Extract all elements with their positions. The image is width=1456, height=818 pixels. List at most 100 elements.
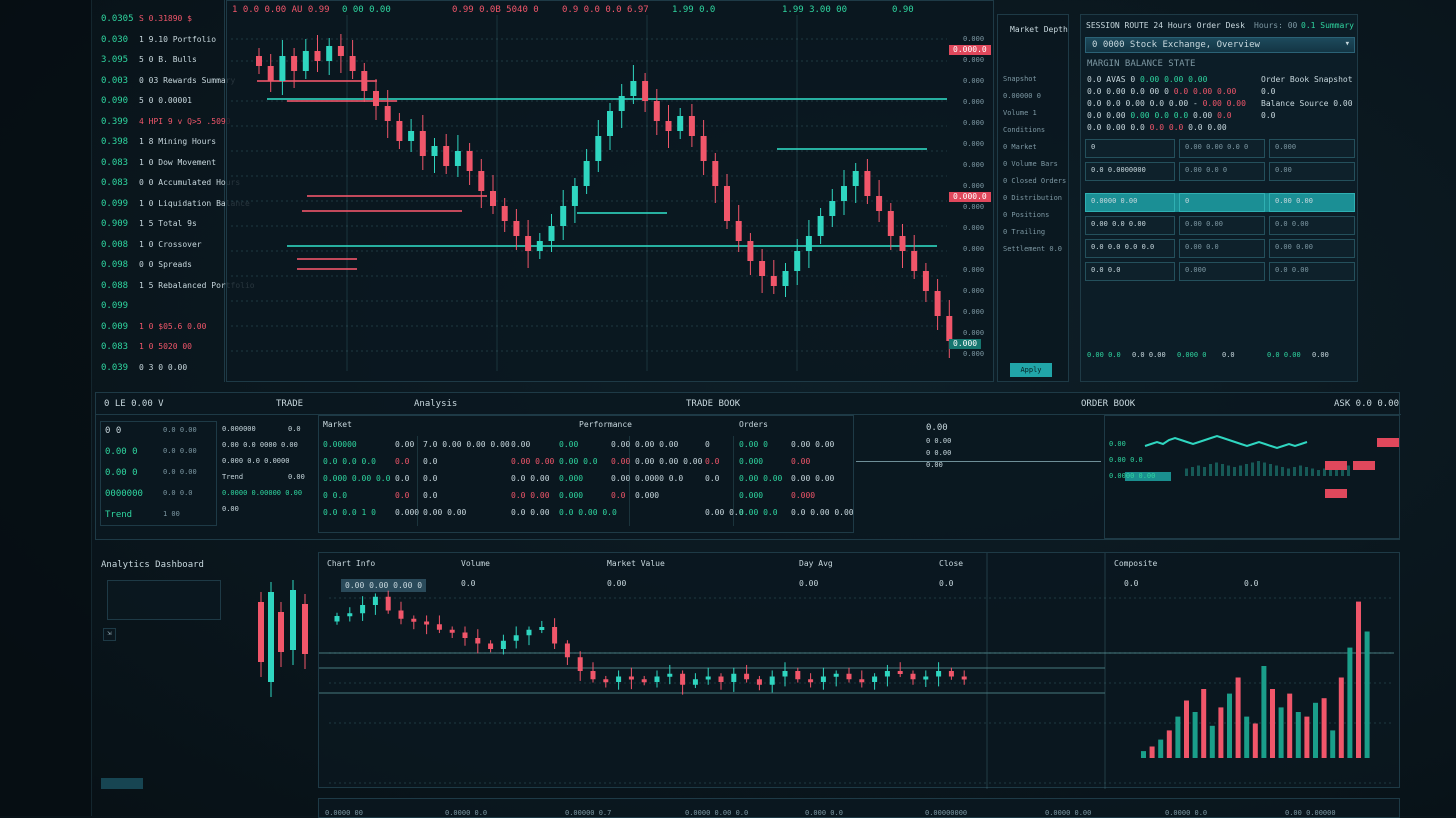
watchlist-text[interactable]: 0 0 Spreads (139, 260, 192, 269)
side-list-item[interactable]: 0 Market (1003, 143, 1037, 151)
action-button[interactable] (101, 778, 143, 789)
order-grid-cell[interactable]: 0.00 0.00 (1269, 193, 1355, 212)
watchlist-text[interactable]: 1 0 Crossover (139, 239, 202, 249)
middle-header[interactable]: 0 LE 0.00 V (104, 399, 164, 409)
watchlist-text[interactable]: 5 0 0.00001 (139, 96, 192, 105)
side-list-item[interactable]: 0 Trailing (1003, 228, 1046, 236)
side-list-item[interactable]: 0 Volume Bars (1003, 160, 1058, 168)
watchlist-code[interactable]: 0.0305 (101, 14, 134, 24)
watchlist-code[interactable]: 0.008 (101, 239, 129, 250)
order-grid-cell[interactable]: 0.00 0.0 0 (1179, 162, 1265, 181)
watchlist-text[interactable]: 1 8 Mining Hours (139, 137, 217, 146)
watchlist-code[interactable]: 0.098 (101, 260, 129, 270)
side-list-item[interactable]: Conditions (1003, 126, 1046, 134)
order-grid-cell[interactable]: 0.00 0.0 (1179, 239, 1265, 258)
order-grid-row[interactable]: 0.0000 0.00 0 0.00 0.00 (1085, 193, 1355, 212)
order-grid-row[interactable]: 0.0 0.0000000 0.00 0.0 0 0.00 (1085, 162, 1355, 181)
watchlist-text[interactable]: 0 0 Accumulated Hours (139, 178, 241, 187)
order-grid-row[interactable]: 0.0 0.0 0.0 0.0 0.00 0.0 0.00 0.00 (1085, 239, 1355, 258)
middle-header[interactable]: TRADE (276, 399, 304, 409)
watchlist-text[interactable]: 0 3 0 0.00 (139, 362, 188, 372)
watchlist-code[interactable]: 0.099 (101, 301, 129, 311)
side-list-item[interactable]: Settlement 0.0 (1003, 245, 1063, 253)
bottom-candlestick-chart[interactable] (319, 553, 1401, 789)
watchlist-text[interactable]: 5 0 B. Bulls (139, 55, 197, 64)
middle-header[interactable]: ASK 0.0 0.00 (1334, 399, 1400, 409)
order-grid-cell[interactable]: 0.0 0.00 (1269, 262, 1355, 281)
metric-label: 0.000 (739, 457, 764, 466)
watchlist-code[interactable]: 0.088 (101, 280, 129, 291)
left-rail (0, 0, 92, 816)
candle-body (590, 671, 596, 680)
spark-row: 0.00 (1109, 440, 1126, 448)
order-grid-cell[interactable]: 0.00 0.0 0.00 (1085, 216, 1175, 235)
order-grid-row[interactable]: 0 0.00 0.00 0.0 0 0.000 (1085, 139, 1355, 158)
order-grid-cell[interactable]: 0.00 0.00 (1269, 239, 1355, 258)
bottom-header[interactable]: Close (939, 559, 964, 568)
bottom-value[interactable]: 0.00 0.00 0.00 0 (341, 579, 427, 592)
watchlist-text[interactable]: 1 0 $05.6 0.00 (139, 321, 207, 331)
watchlist-text[interactable]: 1 0 5020 00 (139, 342, 192, 351)
middle-header[interactable]: Analysis (414, 399, 458, 409)
order-grid-cell[interactable]: 0 (1085, 139, 1175, 158)
watchlist-code[interactable]: 0.099 (101, 198, 129, 209)
order-grid-cell[interactable]: 0.00 (1269, 162, 1355, 181)
summary-link[interactable]: 0.1 Summary (1301, 21, 1354, 30)
watchlist-text[interactable]: S 0.31890 $ (139, 14, 192, 23)
watchlist-code[interactable]: 0.083 (101, 342, 129, 352)
volume-bar (1227, 693, 1232, 758)
watchlist-code[interactable]: 0.083 (101, 157, 129, 168)
price-axis-label: 0.000 (963, 203, 985, 211)
watchlist-code[interactable]: 0.083 (101, 178, 129, 188)
bottom-header[interactable]: Volume (461, 559, 490, 568)
order-grid-cell[interactable]: 0.0 0.0 (1085, 262, 1175, 281)
watchlist-code[interactable]: 3.095 (101, 55, 129, 65)
order-grid-cell[interactable]: 0.00 0.00 (1179, 216, 1265, 235)
order-grid-row[interactable]: 0.0 0.0 0.000 0.0 0.00 (1085, 262, 1355, 281)
watchlist-code[interactable]: 0.090 (101, 96, 129, 106)
side-list-item[interactable]: 0.00000 0 (1003, 92, 1041, 100)
order-grid-cell[interactable]: 0.0 0.00 (1269, 216, 1355, 235)
middle-header[interactable]: TRADE BOOK (686, 399, 741, 409)
watchlist-code[interactable]: 0.003 (101, 75, 129, 86)
watchlist-text[interactable]: 1 9.10 Portfolio (139, 34, 217, 44)
side-list-item[interactable]: 0 Distribution (1003, 194, 1063, 202)
watchlist-code[interactable]: 0.909 (101, 219, 129, 229)
side-list-item[interactable]: 0 Positions (1003, 211, 1050, 219)
metric-label: 0.00 0.00 0.00 (635, 457, 703, 466)
watchlist-code[interactable]: 0.039 (101, 362, 129, 373)
side-list-item[interactable]: Snapshot (1003, 75, 1037, 83)
apply-button[interactable]: Apply (1010, 363, 1052, 377)
order-grid-cell[interactable]: 0.0000 0.00 (1085, 193, 1175, 212)
order-grid-cell[interactable]: 0.000 (1179, 262, 1265, 281)
metric-label: 0.000 (559, 474, 584, 483)
exchange-select[interactable]: 0 0000 Stock Exchange, Overview ▾ (1085, 37, 1355, 53)
watchlist-text[interactable]: 1 5 Rebalanced Portfolio (139, 280, 255, 290)
watchlist-code[interactable]: 0.009 (101, 321, 129, 332)
bottom-header[interactable]: Market Value (607, 559, 665, 568)
balance-value: 0.0 0.00 0.0 00 0 (1087, 87, 1174, 96)
watchlist-code[interactable]: 0.399 (101, 116, 129, 127)
order-grid-cell[interactable]: 0.0 0.0 0.0 0.0 (1085, 239, 1175, 258)
watchlist-text[interactable]: 1 0 Liquidation Balance (139, 198, 250, 208)
order-grid-row[interactable]: 0.00 0.0 0.00 0.00 0.00 0.0 0.00 (1085, 216, 1355, 235)
order-grid-cell[interactable]: 0.00 0.00 0.0 0 (1179, 139, 1265, 158)
bottom-header[interactable]: Chart Info (327, 559, 376, 568)
bottom-footer-bar: 0.0000 00 0.0000 0.0 0.00000 0.7 0.0000 0.0… (318, 798, 1400, 818)
order-grid-cell[interactable]: 0.000 (1269, 139, 1355, 158)
watchlist-code[interactable]: 0.030 (101, 34, 129, 45)
watchlist-text[interactable]: 0 03 Rewards Summary (139, 75, 236, 85)
middle-header[interactable]: ORDER BOOK (1081, 399, 1136, 409)
watchlist-text[interactable]: 1 0 Dow Movement (139, 157, 217, 167)
watchlist-text[interactable]: 4 HPI 9 v Q>5 .5090 (139, 116, 231, 126)
watchlist-text[interactable]: 1 5 Total 9s (139, 219, 197, 228)
watchlist-code[interactable]: 0.398 (101, 137, 129, 147)
main-candlestick-chart[interactable] (227, 1, 995, 383)
bottom-header[interactable]: Day Avg (799, 559, 833, 568)
side-list-item[interactable]: Volume 1 (1003, 109, 1037, 117)
side-list-item[interactable]: 0 Closed Orders (1003, 177, 1067, 185)
order-grid-cell[interactable]: 0.0 0.0000000 (1085, 162, 1175, 181)
order-grid-cell[interactable]: 0 (1179, 193, 1265, 212)
bottom-header[interactable]: Composite (1114, 559, 1158, 568)
expand-icon[interactable]: ⇲ (103, 628, 116, 641)
